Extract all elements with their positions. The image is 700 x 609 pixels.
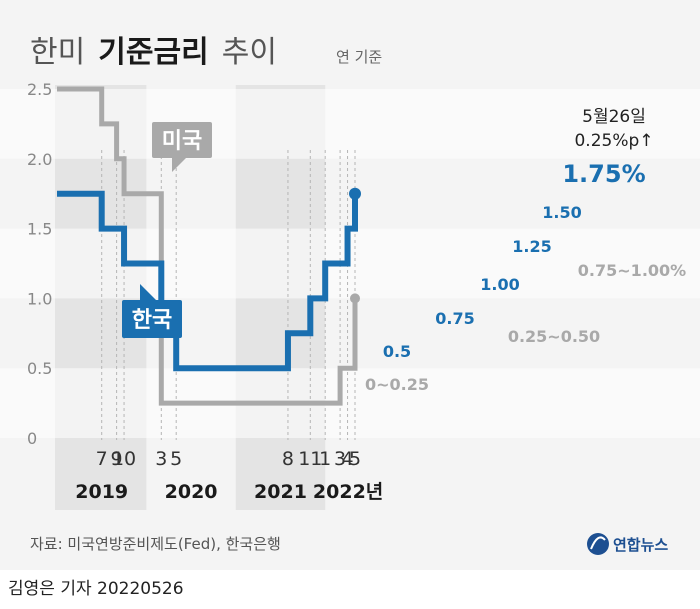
y-tick-label: 1.5 xyxy=(27,220,52,239)
kr-value-label: 0.5 xyxy=(383,342,411,361)
year-label: 2022년 xyxy=(313,481,383,503)
y-tick-label: 0 xyxy=(27,429,37,448)
x-tick-label: 8 xyxy=(282,448,294,470)
y-tick-label: 2.5 xyxy=(27,80,52,99)
series-end-marker-us xyxy=(350,293,360,304)
x-tick-label: 3 xyxy=(334,448,346,470)
globe-icon-swoosh xyxy=(590,536,606,550)
kr-value-label: 1.50 xyxy=(542,203,581,222)
x-tick-label: 1 xyxy=(319,448,331,470)
x-tick-label: 3 xyxy=(155,448,167,470)
legend-kr: 한국 xyxy=(122,284,182,338)
y-tick-labels: 0 0.5 1.0 1.5 2.0 2.5 xyxy=(27,80,52,448)
legend-kr-label: 한국 xyxy=(132,308,172,333)
logo-text: 연합뉴스 xyxy=(613,536,668,554)
x-tick-label: 11 xyxy=(298,448,322,470)
yonhap-logo: 연합뉴스 xyxy=(587,533,668,555)
kr-value-label: 0.75 xyxy=(435,309,474,328)
y-tick-label: 0.5 xyxy=(27,359,52,378)
title-prefix: 한미 xyxy=(30,35,85,70)
x-tick-label: 4 xyxy=(342,448,354,470)
x-tick-label: 9 xyxy=(111,448,123,470)
series-end-marker-kr xyxy=(349,187,361,200)
x-tick-label: 5 xyxy=(170,448,182,470)
kr-value-label: 1.00 xyxy=(480,275,519,294)
kr-latest-value: 1.75% xyxy=(562,160,645,188)
series-line-us xyxy=(57,86,358,406)
legend-kr-box xyxy=(122,300,182,338)
legend-kr-pointer xyxy=(140,284,156,300)
legend-us: 미국 xyxy=(152,122,212,172)
x-tick-label: 5 xyxy=(349,448,361,470)
annotation-change: 0.25%p↑ xyxy=(574,131,653,151)
us-value-label: 0.75~1.00% xyxy=(578,261,686,280)
source-note: 자료: 미국연방준비제도(Fed), 한국은행 xyxy=(30,535,281,553)
y-band xyxy=(0,368,700,438)
page-title: 한미 기준금리 추이 xyxy=(30,35,277,70)
legend-us-pointer xyxy=(172,158,186,172)
y-tick-label: 1.0 xyxy=(27,289,52,308)
title-bold: 기준금리 xyxy=(98,35,208,70)
byline: 김영은 기자 20220526 xyxy=(8,579,184,599)
series-line-kr xyxy=(57,190,358,372)
unit-label: 연 기준 xyxy=(336,48,382,66)
annotation-date: 5월26일 xyxy=(582,107,646,127)
us-value-label: 0.25~0.50 xyxy=(508,327,600,346)
title-suffix: 추이 xyxy=(222,35,277,70)
kr-value-label: 1.25 xyxy=(512,237,551,256)
x-tick-label: 10 xyxy=(112,448,136,470)
legend-us-label: 미국 xyxy=(162,129,202,154)
year-labels: 2019 2020 2021 2022년 xyxy=(75,481,383,503)
x-tick-labels: 7 910 3 5 8 111 345 xyxy=(96,448,361,470)
us-value-label: 0~0.25 xyxy=(365,375,429,394)
globe-icon xyxy=(587,533,609,555)
year-label: 2020 xyxy=(165,481,218,503)
year-label: 2019 xyxy=(75,481,128,503)
y-tick-label: 2.0 xyxy=(27,150,52,169)
legend-us-box xyxy=(152,122,212,158)
year-label: 2021 xyxy=(254,481,307,503)
x-tick-label: 7 xyxy=(96,448,108,470)
